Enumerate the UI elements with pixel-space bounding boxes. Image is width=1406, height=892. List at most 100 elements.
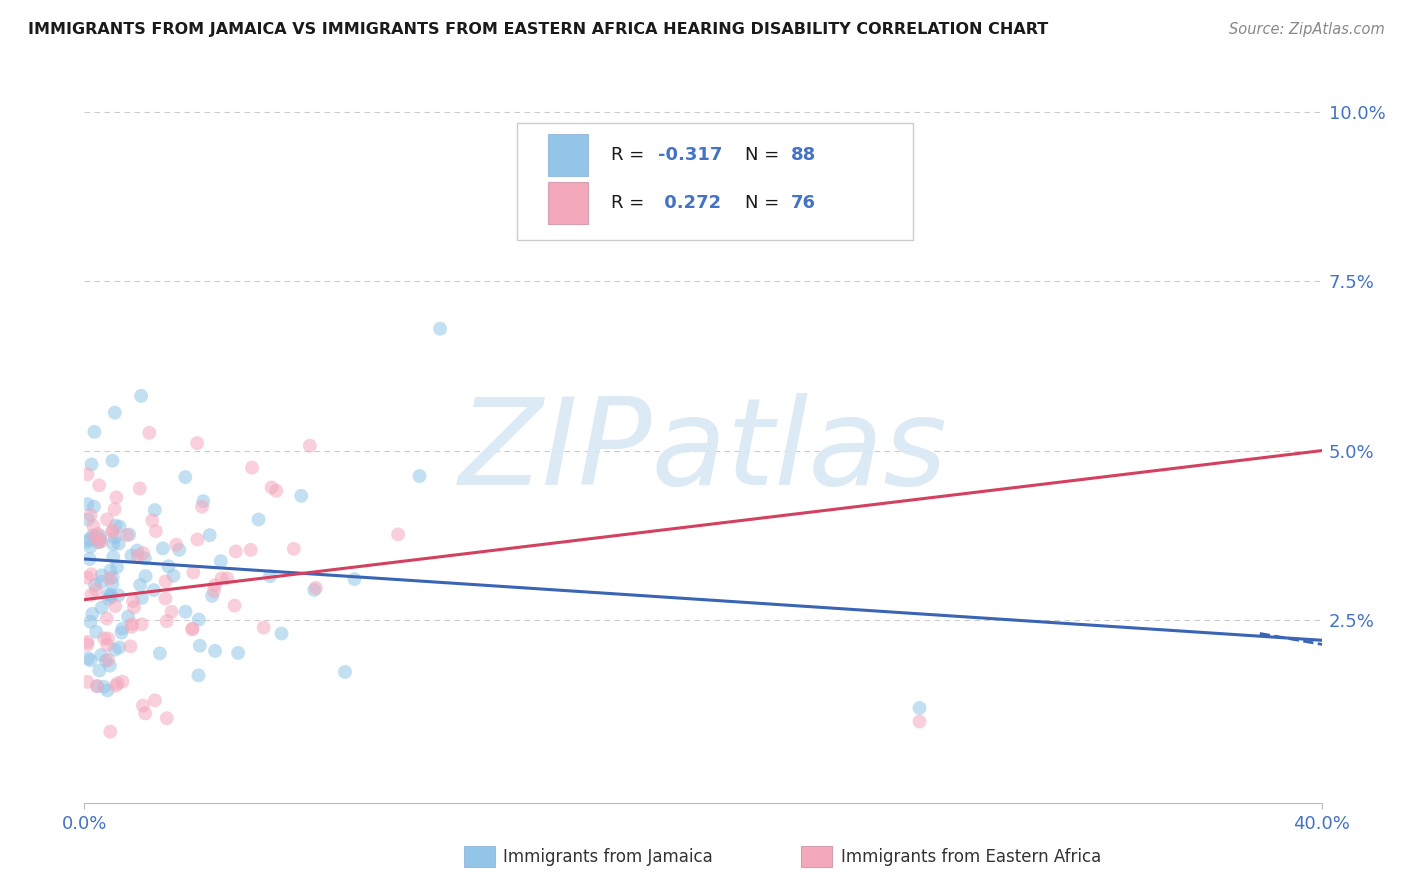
Point: [89, 664, 111, 678]
Point: [155, 574, 177, 589]
Point: [104, 679, 127, 693]
Point: [127, 549, 149, 563]
Point: [100, 588, 122, 602]
Point: [908, 714, 931, 729]
Point: [90, 574, 112, 589]
Point: [186, 436, 208, 450]
Point: [100, 564, 122, 578]
Point: [80, 458, 103, 472]
Point: [155, 591, 177, 606]
Point: [141, 513, 163, 527]
Point: [101, 537, 124, 551]
Point: [82, 519, 104, 533]
Point: [89, 478, 111, 492]
Point: [90, 600, 112, 615]
Point: [105, 560, 128, 574]
Point: [100, 590, 122, 604]
Point: [121, 617, 143, 632]
Point: [97, 591, 120, 606]
Point: [149, 646, 172, 660]
Point: [84, 582, 107, 597]
Point: [131, 617, 153, 632]
Point: [160, 605, 183, 619]
Point: [97, 653, 120, 667]
Point: [79, 552, 101, 566]
FancyBboxPatch shape: [548, 182, 588, 224]
Point: [96, 611, 118, 625]
Point: [86, 679, 108, 693]
Text: 76: 76: [790, 194, 815, 212]
Point: [134, 551, 156, 566]
Point: [83, 530, 105, 544]
Point: [135, 569, 157, 583]
Point: [111, 674, 134, 689]
Point: [188, 639, 211, 653]
Point: [187, 613, 209, 627]
Point: [224, 599, 246, 613]
Point: [120, 640, 142, 654]
Text: R =: R =: [612, 145, 651, 164]
Point: [217, 571, 239, 585]
Point: [298, 439, 321, 453]
Text: -0.317: -0.317: [658, 145, 723, 164]
Point: [80, 567, 103, 582]
Point: [104, 599, 127, 614]
Point: [79, 653, 101, 667]
Text: Source: ZipAtlas.com: Source: ZipAtlas.com: [1229, 22, 1385, 37]
Point: [82, 607, 104, 621]
Point: [225, 544, 247, 558]
Point: [90, 534, 112, 549]
Point: [76, 467, 98, 482]
Point: [152, 541, 174, 556]
Point: [76, 571, 98, 585]
Point: [186, 533, 208, 547]
Text: Immigrants from Jamaica: Immigrants from Jamaica: [503, 847, 713, 865]
Point: [84, 578, 107, 592]
Point: [103, 549, 125, 564]
Point: [76, 638, 98, 652]
Point: [107, 676, 129, 690]
Point: [98, 724, 121, 739]
Text: N =: N =: [745, 145, 785, 164]
Point: [83, 500, 105, 514]
Point: [181, 566, 204, 580]
Point: [174, 605, 197, 619]
Point: [165, 538, 187, 552]
Point: [304, 582, 326, 597]
Point: [181, 622, 204, 636]
Point: [290, 489, 312, 503]
Point: [97, 588, 120, 602]
Point: [122, 594, 145, 608]
Point: [260, 480, 283, 494]
Point: [204, 578, 226, 592]
Point: [253, 620, 276, 634]
Point: [132, 546, 155, 560]
Point: [120, 549, 142, 563]
Point: [86, 679, 108, 693]
Point: [128, 482, 150, 496]
Point: [145, 524, 167, 538]
Point: [129, 389, 152, 403]
Point: [90, 648, 112, 662]
Point: [270, 626, 292, 640]
Point: [97, 632, 120, 646]
Point: [101, 570, 124, 584]
Point: [118, 527, 141, 541]
Point: [138, 425, 160, 440]
Point: [167, 542, 190, 557]
Point: [87, 535, 110, 549]
Point: [96, 638, 118, 652]
Point: [101, 524, 124, 539]
Point: [343, 572, 366, 586]
FancyBboxPatch shape: [548, 134, 588, 176]
Point: [104, 531, 127, 545]
Point: [89, 533, 111, 547]
Point: [131, 591, 153, 605]
Point: [93, 680, 115, 694]
Point: [226, 646, 249, 660]
Point: [84, 531, 107, 545]
Point: [77, 512, 100, 526]
Point: [204, 644, 226, 658]
Point: [98, 572, 121, 586]
Point: [84, 624, 107, 639]
